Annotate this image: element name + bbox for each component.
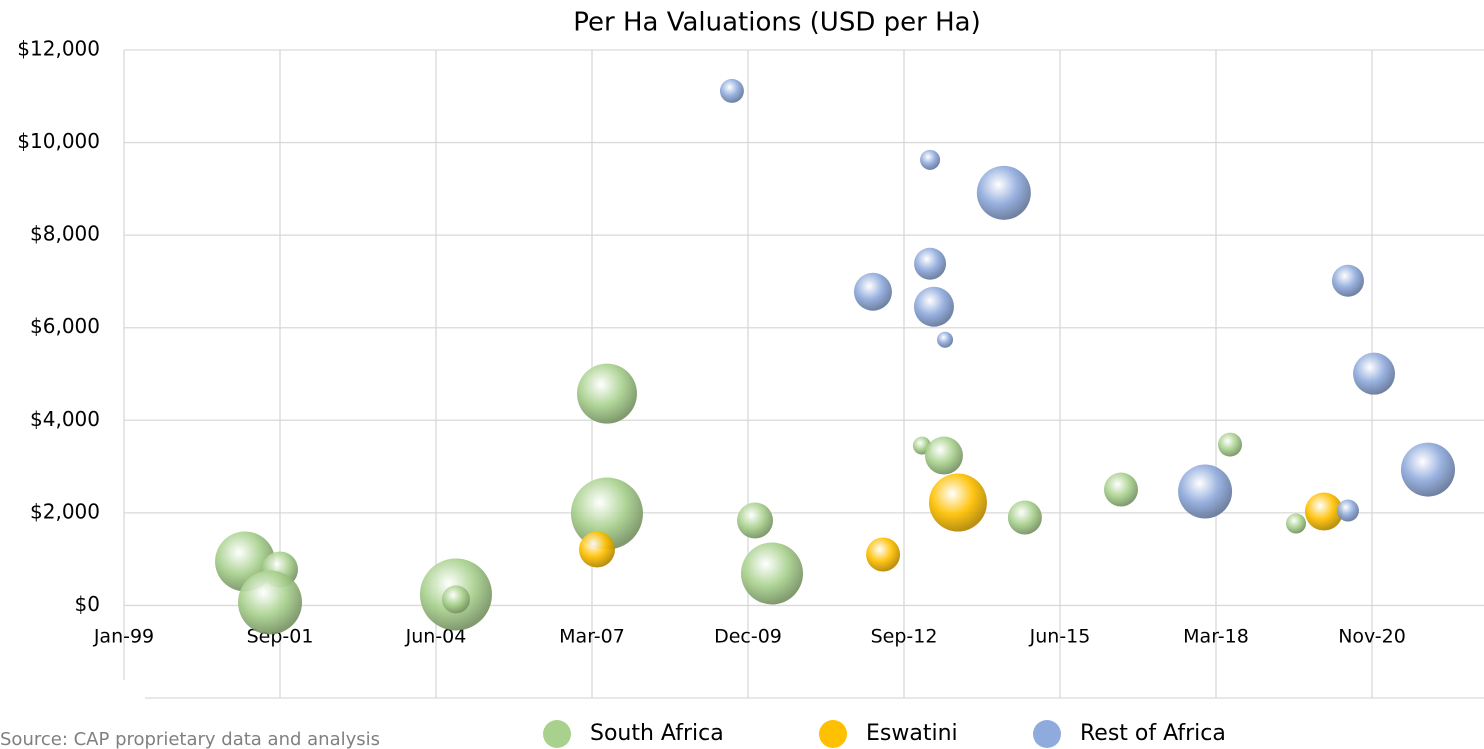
bubble xyxy=(578,531,615,568)
source-note: Source: CAP proprietary data and analysi… xyxy=(0,729,380,749)
bubble xyxy=(866,537,901,572)
y-tick-label: $12,000 xyxy=(17,37,100,61)
bubble xyxy=(741,542,804,605)
x-tick-label: Jan-99 xyxy=(93,626,154,648)
bubble xyxy=(928,473,987,532)
x-tick-label: Dec-09 xyxy=(714,626,782,648)
legend-marker xyxy=(1033,720,1061,748)
bubble xyxy=(570,477,643,550)
bubble xyxy=(1353,352,1396,395)
x-tick-label: Sep-12 xyxy=(871,626,938,648)
bubble xyxy=(441,585,470,614)
bubble xyxy=(1331,264,1364,297)
legend-marker xyxy=(543,720,571,748)
y-tick-label: $8,000 xyxy=(30,222,100,246)
legend-label: South Africa xyxy=(590,721,724,746)
bubble xyxy=(937,331,954,348)
x-tick-label: Jun-15 xyxy=(1029,626,1091,648)
bubble xyxy=(920,149,941,170)
bubble xyxy=(1304,492,1343,531)
bubble xyxy=(914,247,947,280)
x-tick-label: Mar-07 xyxy=(559,626,625,648)
y-tick-label: $6,000 xyxy=(30,314,100,338)
bubble xyxy=(1336,499,1359,522)
bubble xyxy=(924,436,963,475)
x-tick-label: Nov-20 xyxy=(1338,626,1406,648)
chart-title: Per Ha Valuations (USD per Ha) xyxy=(573,8,980,38)
bubble xyxy=(913,286,954,327)
y-tick-label: $2,000 xyxy=(30,499,100,523)
x-tick-label: Jun-04 xyxy=(405,626,467,648)
bubble xyxy=(238,570,303,635)
y-tick-label: $4,000 xyxy=(30,407,100,431)
y-tick-label: $10,000 xyxy=(17,129,100,153)
legend-label: Eswatini xyxy=(866,721,958,746)
bubble xyxy=(1178,464,1233,519)
x-tick-label: Mar-18 xyxy=(1183,626,1249,648)
bubble xyxy=(576,363,637,424)
legend-label: Rest of Africa xyxy=(1080,721,1226,746)
bubble xyxy=(1286,513,1307,534)
bubble xyxy=(719,78,744,103)
y-tick-label: $0 xyxy=(75,592,100,616)
legend-marker xyxy=(819,720,847,748)
bubble xyxy=(976,165,1031,220)
bubble xyxy=(853,272,892,311)
bubble xyxy=(1400,442,1455,497)
bubble xyxy=(1103,472,1138,507)
bubble xyxy=(1007,500,1042,535)
bubble xyxy=(737,502,774,539)
bubble xyxy=(1218,432,1243,457)
